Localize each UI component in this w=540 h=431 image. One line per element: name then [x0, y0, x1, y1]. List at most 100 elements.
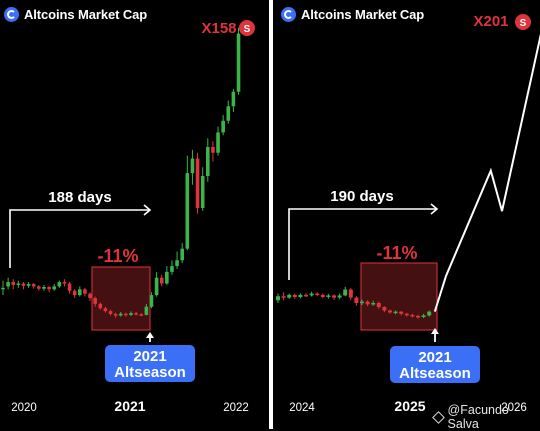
candle — [118, 313, 123, 316]
candle — [393, 311, 398, 314]
drawdown-label: -11% — [97, 246, 138, 266]
candle — [149, 295, 154, 307]
drawdown-box — [360, 262, 438, 331]
duration-arrow — [9, 209, 150, 268]
candle — [190, 158, 195, 174]
candle — [226, 106, 231, 121]
candle — [200, 176, 205, 208]
candle — [231, 91, 236, 107]
coin-logo-icon — [281, 7, 296, 22]
altseason-badge-year: 2021 — [418, 349, 451, 366]
drawdown-label: -11% — [376, 243, 417, 263]
binance-square-icon — [432, 411, 444, 423]
s-badge-icon — [515, 14, 531, 30]
candle — [292, 294, 297, 298]
candle — [1, 287, 5, 290]
candle — [404, 313, 409, 316]
candle — [298, 294, 303, 298]
candle — [304, 294, 308, 297]
altseason-badge — [390, 346, 480, 383]
right-chart-title: Altcoins Market Cap — [301, 7, 425, 22]
candle — [124, 313, 128, 316]
candle — [21, 283, 26, 286]
duration-label: 188 days — [48, 189, 111, 206]
left-chart-title: Altcoins Market Cap — [24, 7, 148, 22]
s-badge-icon — [239, 20, 255, 36]
candle — [16, 283, 21, 286]
panel-divider — [269, 0, 273, 429]
candle — [37, 286, 41, 289]
candle — [129, 313, 133, 315]
candle — [388, 310, 392, 313]
candle — [159, 277, 164, 284]
candle — [78, 289, 82, 296]
candle — [421, 315, 426, 318]
candle — [211, 146, 215, 153]
candle — [103, 308, 108, 312]
candle — [343, 289, 348, 296]
candle — [42, 286, 46, 289]
x-tick-label: 2022 — [223, 402, 249, 414]
candle — [165, 271, 169, 284]
candle — [6, 282, 10, 287]
altseason-badge-label: Altseason — [114, 364, 186, 381]
candle — [354, 297, 359, 303]
candle — [276, 296, 280, 301]
candle — [236, 33, 241, 92]
candle — [382, 307, 387, 311]
candle — [108, 311, 113, 315]
x-tick-label: 2021 — [114, 398, 145, 414]
candle — [206, 146, 210, 176]
left-chart-panel: 188 days -11% 2021 Altseason X158 S 2020 2021 20… — [0, 0, 268, 429]
right-chart-header: Altcoins Market Cap — [281, 7, 424, 22]
candle — [88, 293, 92, 299]
left-chart-header: Altcoins Market Cap — [4, 7, 147, 22]
drawdown-box — [91, 266, 151, 331]
duration-arrow-head — [143, 204, 152, 216]
projection-line — [433, 33, 540, 312]
candle — [315, 293, 320, 296]
candle — [399, 311, 404, 314]
candle — [416, 315, 420, 318]
candle — [11, 282, 16, 285]
candle — [281, 296, 286, 298]
badge-arrow-head — [146, 332, 154, 338]
candle — [309, 293, 314, 296]
candle — [221, 120, 225, 133]
candle — [216, 132, 220, 153]
x-tick-label: 2026 — [501, 402, 527, 414]
x-tick-label: 2020 — [11, 402, 37, 414]
candle — [287, 294, 292, 298]
duration-arrow — [288, 208, 437, 280]
s-badge-letter: S — [244, 24, 251, 35]
candle — [47, 286, 51, 290]
candle — [67, 283, 72, 291]
s-badge-letter: S — [520, 18, 527, 29]
candle — [144, 306, 149, 315]
multiplier-label: X201 — [473, 13, 508, 30]
candle — [52, 286, 56, 290]
right-chart-panel: 190 days -11% 2021 Altseason X201 S 2024 2025 20… — [275, 0, 540, 429]
candle — [26, 284, 31, 286]
author-credit-text: @Facundo Salva — [447, 403, 509, 431]
candle — [93, 298, 97, 304]
candle — [98, 303, 103, 309]
candle — [365, 301, 370, 305]
altseason-badge-label: Altseason — [399, 365, 471, 382]
coin-logo-icon — [4, 7, 19, 22]
duration-arrow-head — [430, 203, 439, 215]
candle — [154, 277, 159, 296]
candle — [337, 295, 342, 298]
candle — [175, 260, 179, 267]
altseason-badge — [105, 345, 195, 382]
candle — [31, 284, 36, 287]
candle — [376, 302, 381, 308]
candle — [371, 302, 376, 305]
candle — [83, 289, 87, 294]
candle — [326, 295, 331, 298]
author-credit: @Facundo Salva — [432, 403, 540, 431]
multiplier-label: X158 — [201, 20, 236, 37]
altseason-badge-year: 2021 — [133, 348, 166, 365]
